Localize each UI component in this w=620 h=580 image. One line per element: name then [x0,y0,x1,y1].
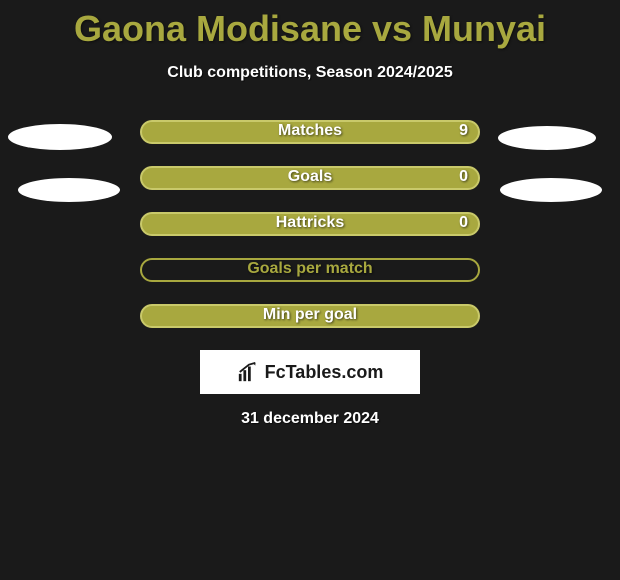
stat-row-goals: Goals 0 [140,166,480,190]
stat-row-hattricks: Hattricks 0 [140,212,480,236]
stat-row-min-per-goal: Min per goal [140,304,480,328]
decor-ellipse-left-2 [18,178,120,202]
logo-box[interactable]: FcTables.com [200,350,420,394]
logo-text: FcTables.com [265,362,384,383]
decor-ellipse-right-2 [500,178,602,202]
stat-row-goals-per-match: Goals per match [140,258,480,282]
stats-rows: Matches 9 Goals 0 Hattricks 0 Goals per … [0,120,620,328]
date: 31 december 2024 [0,410,620,428]
title: Gaona Modisane vs Munyai [0,0,620,50]
chart-icon [237,361,259,383]
stat-label: Min per goal [140,306,480,324]
stat-label: Hattricks [140,214,480,232]
stat-label: Goals [140,168,480,186]
stat-value: 9 [459,122,468,140]
stat-label: Matches [140,122,480,140]
subtitle: Club competitions, Season 2024/2025 [0,64,620,82]
stat-value: 0 [459,214,468,232]
decor-ellipse-left-1 [8,124,112,150]
infographic-root: Gaona Modisane vs Munyai Club competitio… [0,0,620,580]
stat-row-matches: Matches 9 [140,120,480,144]
stat-label: Goals per match [140,260,480,278]
decor-ellipse-right-1 [498,126,596,150]
stat-value: 0 [459,168,468,186]
